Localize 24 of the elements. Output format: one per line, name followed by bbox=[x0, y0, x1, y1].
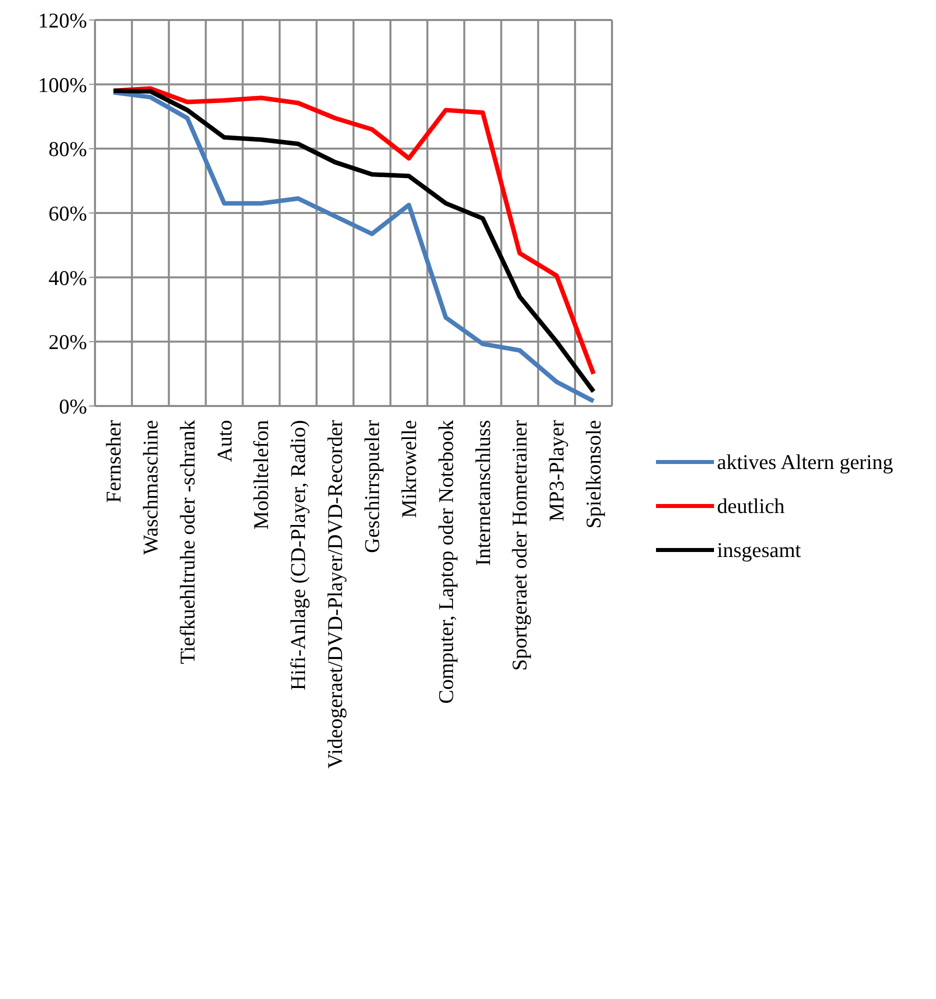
x-tick-label: Videogeraet/DVD-Player/DVD-Recorder bbox=[323, 420, 348, 769]
y-tick-label: 80% bbox=[48, 137, 87, 162]
legend-label: deutlich bbox=[717, 494, 785, 518]
x-tick-label: Internetanschluss bbox=[470, 420, 495, 566]
x-tick-label: Mikrowelle bbox=[396, 420, 421, 518]
x-tick-label: Waschmaschine bbox=[138, 420, 162, 555]
x-tick-label: Geschirrspueler bbox=[360, 420, 384, 553]
legend-label: insgesamt bbox=[717, 538, 801, 562]
x-tick-label: Mobiltelefon bbox=[249, 420, 274, 530]
y-tick-label: 100% bbox=[38, 72, 87, 97]
x-tick-label: Auto bbox=[212, 420, 236, 462]
y-tick-label: 0% bbox=[59, 394, 87, 418]
x-tick-label: Tiefkuehltruhe oder -schrank bbox=[175, 420, 200, 664]
x-tick-label: MP3-Player bbox=[544, 420, 569, 522]
legend-label: aktives Altern gering bbox=[717, 450, 894, 474]
x-tick-label: Fernseher bbox=[101, 420, 126, 503]
y-tick-label: 60% bbox=[48, 201, 87, 226]
x-tick-label: Computer, Laptop oder Notebook bbox=[434, 420, 458, 704]
x-tick-label: Sportgeraet oder Hometrainer bbox=[508, 420, 532, 671]
y-tick-label: 20% bbox=[48, 330, 87, 354]
x-tick-label: Spielkonsole bbox=[582, 420, 606, 528]
x-tick-label: Hifi-Anlage (CD-Player, Radio) bbox=[286, 420, 310, 690]
y-tick-label: 120% bbox=[38, 8, 87, 32]
y-tick-label: 40% bbox=[48, 266, 87, 290]
